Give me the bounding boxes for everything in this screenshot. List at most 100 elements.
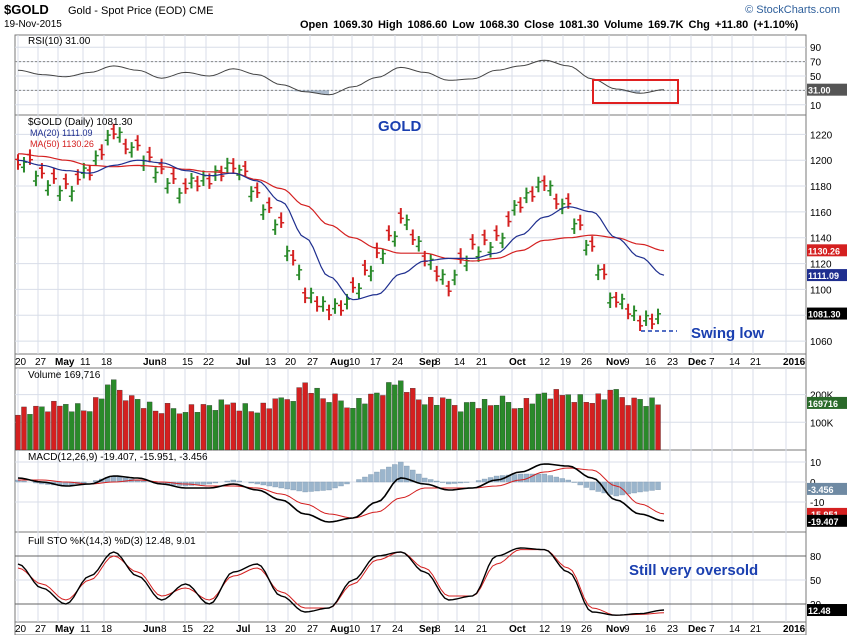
- xaxis-strip-bottom: [14, 621, 807, 635]
- rsi-oversold-highlight-box: [592, 79, 679, 104]
- macd-y-tick: -10: [810, 498, 825, 509]
- volume-bar: [146, 401, 153, 451]
- ma50-last-value-tag: [807, 244, 847, 257]
- macd-histogram-bar: [236, 480, 242, 483]
- macd-histogram-bar: [123, 477, 129, 483]
- volume-bar: [33, 405, 39, 451]
- volume-bar: [571, 402, 577, 451]
- x-tick-label: 20: [285, 624, 297, 635]
- volume-bar: [296, 387, 302, 451]
- x-tick-label: 19: [560, 624, 572, 635]
- volume-bar: [140, 408, 147, 451]
- x-tick-label: Jul: [236, 624, 251, 635]
- x-tick-label: Aug: [330, 624, 349, 635]
- volume-bar: [230, 402, 236, 451]
- x-tick-label: 22: [203, 624, 215, 635]
- price-y-tick: 1200: [810, 156, 833, 167]
- price-last-value: 1081.30: [808, 310, 841, 320]
- ma50-last-value: 1130.26: [808, 246, 840, 256]
- macd-histogram-bar: [631, 481, 637, 494]
- volume-bar: [457, 411, 464, 451]
- macd-histogram-bar: [607, 481, 613, 495]
- macd-histogram-bar: [21, 480, 27, 483]
- macd-histogram-bar: [553, 476, 559, 483]
- macd-histogram-bar: [356, 479, 362, 483]
- macd-y-tick: 10: [810, 458, 822, 469]
- ma20-last-value-tag: [807, 269, 847, 282]
- volume-bar: [15, 414, 21, 451]
- macd-histogram-last-value-tag: [807, 482, 847, 495]
- x-tick-label: 18: [101, 357, 113, 368]
- macd-histogram-bar: [463, 481, 470, 483]
- x-tick-label: 15: [182, 624, 194, 635]
- volume-layer: 200K 100K 169716: [15, 379, 847, 451]
- volume-bar: [63, 404, 69, 451]
- macd-histogram-bar: [278, 481, 284, 489]
- rsi-oversold-fill: [305, 90, 330, 95]
- volume-bar: [374, 392, 380, 451]
- rsi-y-tick: 90: [810, 43, 822, 54]
- stochastic-legend: Full STO %K(14,3) %D(3) 12.48, 9.01: [28, 536, 196, 547]
- x-tick-label: Jun: [143, 624, 161, 635]
- rsi-layer: 907050301031.00: [15, 43, 847, 112]
- volume-bar: [428, 396, 434, 451]
- macd-histogram-bar: [410, 469, 416, 483]
- x-tick-label: 27: [35, 357, 47, 368]
- x-tick-label: 14: [454, 624, 466, 635]
- volume-bar: [356, 398, 362, 451]
- volume-bar: [39, 406, 45, 451]
- x-tick-label: Jun: [143, 357, 161, 368]
- volume-bar: [655, 404, 661, 451]
- rsi-last-value: 31.00: [808, 86, 831, 96]
- volume-bar: [158, 413, 165, 451]
- macd-layer: 100-10-3.456-15.951-19.407: [15, 458, 847, 527]
- volume-bar: [21, 406, 27, 451]
- rsi-y-tick: 50: [810, 72, 822, 83]
- x-tick-label: Sep: [419, 624, 437, 635]
- price-y-tick: 1220: [810, 130, 833, 141]
- volume-bar: [643, 406, 649, 451]
- volume-bar: [320, 398, 326, 451]
- volume-bar: [386, 382, 392, 451]
- volume-bar: [117, 389, 123, 451]
- x-tick-label: 11: [80, 624, 91, 635]
- price-last-value-tag: [807, 307, 847, 320]
- volume-bar: [266, 408, 272, 451]
- volume-bar: [446, 398, 452, 451]
- volume-bar: [535, 393, 542, 451]
- x-tick-label: 11: [80, 357, 91, 368]
- volume-bar: [589, 403, 595, 451]
- volume-bar: [529, 403, 536, 451]
- macd-histogram-bar: [230, 479, 236, 483]
- macd-histogram-bar: [290, 481, 296, 491]
- macd-histogram-bar: [416, 473, 422, 483]
- x-tick-label: 16: [645, 357, 657, 368]
- x-tick-label: 8: [161, 357, 167, 368]
- macd-histogram-bar: [314, 481, 320, 492]
- macd-histogram-bar: [254, 481, 260, 485]
- macd-histogram-bar: [517, 473, 524, 483]
- macd-histogram-bar: [440, 481, 446, 483]
- macd-histogram-bar: [535, 473, 542, 483]
- x-tick-label: 12: [539, 624, 551, 635]
- price-y-tick: 1060: [810, 337, 833, 348]
- x-tick-label: 7: [709, 357, 715, 368]
- macd-histogram-bar: [308, 481, 314, 492]
- macd-histogram-bar: [368, 474, 374, 483]
- x-tick-label: 15: [182, 357, 194, 368]
- volume-bar: [27, 414, 33, 451]
- volume-bar: [404, 392, 410, 451]
- volume-bar: [649, 397, 655, 451]
- x-tick-label: Nov: [606, 357, 625, 368]
- macd-histogram-bar: [649, 481, 655, 491]
- price-y-tick: 1180: [810, 182, 832, 193]
- macd-histogram-bar: [422, 477, 428, 483]
- macd-legend: MACD(12,26,9) -19.407, -15.951, -3.456: [28, 452, 208, 463]
- volume-bar: [601, 399, 607, 451]
- volume-bar: [440, 397, 446, 451]
- x-tick-label: 24: [392, 624, 404, 635]
- volume-bar: [434, 404, 440, 451]
- macd-histogram-bar: [338, 481, 344, 487]
- volume-bar: [302, 382, 308, 451]
